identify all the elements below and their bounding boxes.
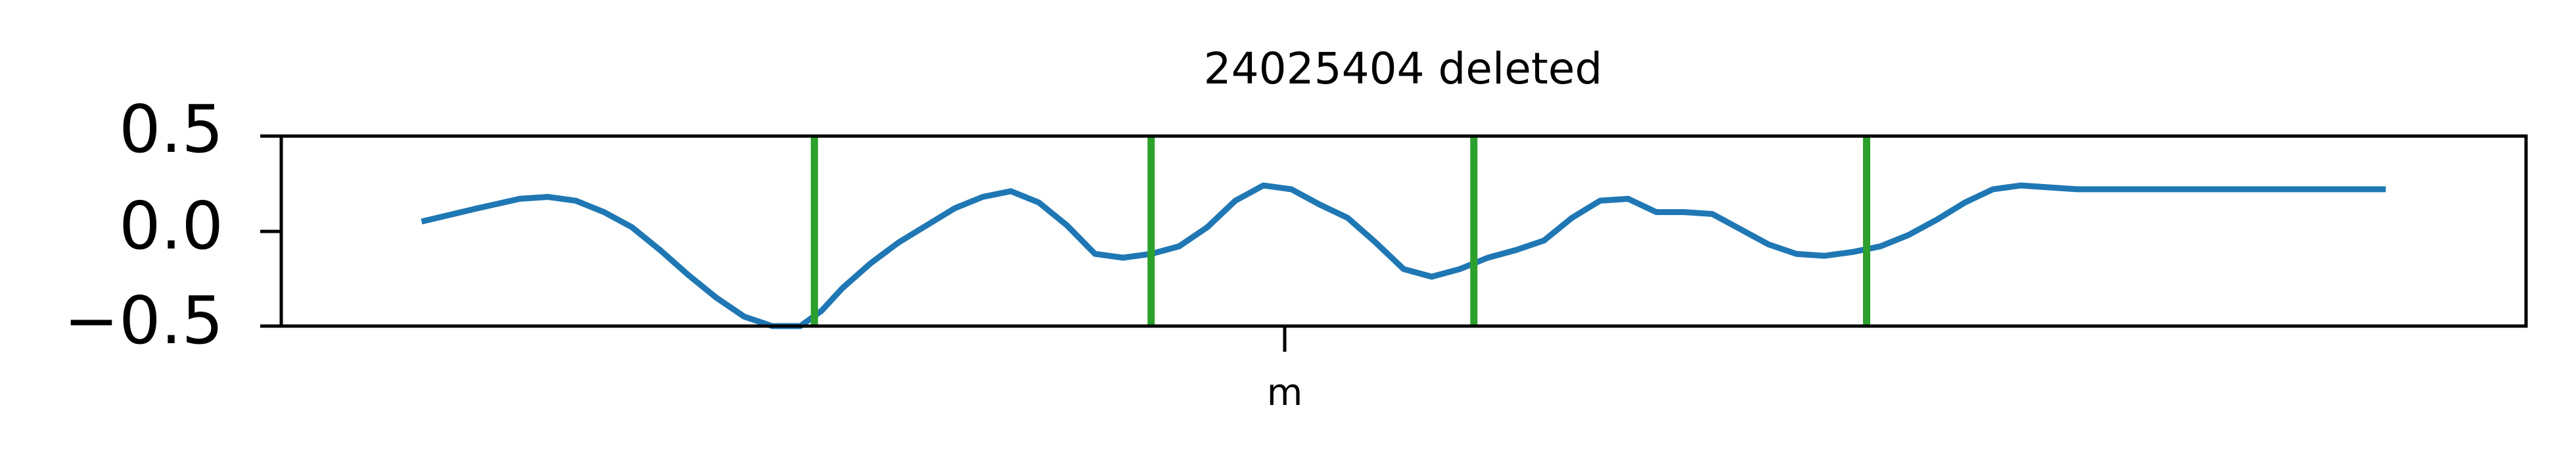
chart-title: 24025404 deleted [1204, 43, 1603, 94]
x-axis: m [1267, 326, 1303, 414]
plot-background [281, 136, 2526, 326]
marker-layer [810, 136, 1870, 326]
y-tick-label: −0.5 [64, 282, 223, 359]
y-tick-label: 0.0 [119, 187, 223, 264]
x-tick-label: m [1267, 371, 1303, 414]
y-tick-label: 0.5 [119, 91, 223, 168]
y-axis: 0.5 0.0 −0.5 [64, 91, 281, 359]
plot-area [279, 134, 2528, 329]
